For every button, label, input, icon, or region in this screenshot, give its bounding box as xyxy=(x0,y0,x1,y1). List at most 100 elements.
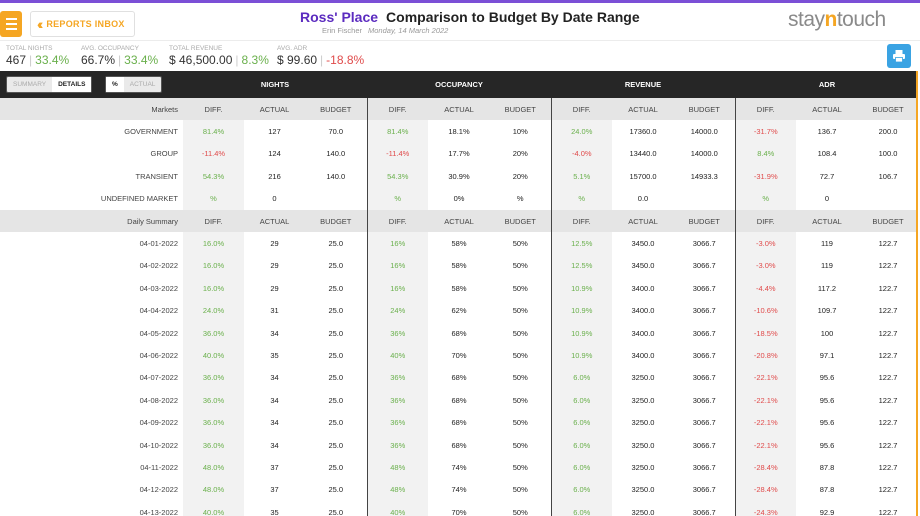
table-cell: 127 xyxy=(268,127,281,137)
table-cell: 29 xyxy=(270,283,279,293)
table-cell: -20.8% xyxy=(734,344,796,367)
table-cell: 25.0 xyxy=(328,418,344,428)
column-header[interactable]: ACTUAL xyxy=(612,98,674,121)
table-row: 04-11-2022 48.0% 37 25.0 48% 74% 50% 6.0% 3250.0… xyxy=(0,456,916,479)
table-cell: -28.4% xyxy=(734,478,796,502)
table-cell: 3250.0 xyxy=(631,395,655,405)
table-cell: 3066.7 xyxy=(692,418,716,428)
column-header[interactable]: DIFF. xyxy=(366,98,428,121)
table-cell: 10.9% xyxy=(550,299,612,322)
column-header[interactable]: BUDGET xyxy=(858,209,916,233)
table-cell: 24.0% xyxy=(550,120,612,143)
table-cell: -3.0% xyxy=(734,254,796,278)
row-label: 04-13-2022 xyxy=(139,507,178,516)
table-cell: 8.4% xyxy=(734,142,796,166)
table-cell: 40.0% xyxy=(183,344,244,367)
column-header[interactable]: BUDGET xyxy=(305,98,367,121)
group-adr: ADR xyxy=(818,80,836,89)
table-row: GOVERNMENT 81.4% 127 70.0 81.4% 18.1% 10% 24.0%… xyxy=(0,120,916,143)
table-cell: 50% xyxy=(512,395,528,405)
column-header[interactable]: DIFF. xyxy=(183,209,244,233)
column-header[interactable]: BUDGET xyxy=(490,209,551,233)
column-header[interactable]: ACTUAL xyxy=(796,98,858,121)
table-cell: 122.7 xyxy=(878,350,898,360)
table-row: 04-03-2022 16.0% 29 25.0 16% 58% 50% 10.9% 3400.… xyxy=(0,277,916,300)
row-label: 04-02-2022 xyxy=(139,261,178,271)
table-cell: 16.0% xyxy=(183,232,244,255)
table-cell: 25.0 xyxy=(328,395,344,405)
table-cell: 3066.7 xyxy=(692,239,716,249)
table-cell: 50% xyxy=(512,350,528,360)
percent-toggle[interactable]: % xyxy=(106,77,124,92)
table-cell: 3250.0 xyxy=(631,462,655,472)
table-cell: 108.4 xyxy=(817,149,837,159)
column-header[interactable]: ACTUAL xyxy=(428,209,490,233)
table-cell: 122.7 xyxy=(878,373,898,383)
row-label: 04-01-2022 xyxy=(139,239,178,249)
summary-toggle[interactable]: SUMMARY xyxy=(13,81,47,88)
table-cell: 3066.7 xyxy=(692,462,716,472)
table-cell: 0.0 xyxy=(637,194,649,204)
table-cell: 34 xyxy=(270,395,279,405)
report-table: Markets DIFF. ACTUAL BUDGET DIFF. ACTUAL BUDGE… xyxy=(0,98,916,516)
hamburger-icon-bar xyxy=(5,28,17,30)
grid-group-header: SUMMARY DETAILS % ACTUAL NIGHTS OCCUPANC… xyxy=(0,71,916,98)
table-cell: 50% xyxy=(512,261,528,271)
column-header[interactable]: DIFF. xyxy=(550,98,612,121)
column-header[interactable]: DIFF. xyxy=(734,209,796,233)
table-cell: 25.0 xyxy=(328,328,344,338)
table-cell: 3250.0 xyxy=(631,418,655,428)
table-cell: 74% xyxy=(451,485,467,495)
reports-inbox-button[interactable]: ‹‹ REPORTS INBOX xyxy=(30,11,135,37)
table-cell: 25.0 xyxy=(328,507,344,516)
app-header: ‹‹ REPORTS INBOX Ross' Place Comparison t… xyxy=(0,3,920,41)
column-header[interactable]: ACTUAL xyxy=(244,209,305,233)
table-row: 04-08-2022 36.0% 34 25.0 36% 68% 50% 6.0% 3250.0… xyxy=(0,389,916,412)
print-button[interactable] xyxy=(887,44,911,68)
group-revenue: REVENUE xyxy=(624,80,662,89)
table-cell: 6.0% xyxy=(550,456,612,479)
table-cell: 40% xyxy=(366,344,428,367)
table-cell: 122.7 xyxy=(878,462,898,472)
table-row: 04-07-2022 36.0% 34 25.0 36% 68% 50% 6.0% 3250.0… xyxy=(0,366,916,390)
table-cell: 3250.0 xyxy=(631,440,655,450)
column-header[interactable]: DIFF. xyxy=(183,98,244,121)
table-cell: 3066.7 xyxy=(692,283,716,293)
menu-button[interactable] xyxy=(0,11,22,37)
column-header[interactable]: ACTUAL xyxy=(612,209,674,233)
table-cell: 3066.7 xyxy=(692,328,716,338)
table-cell: 17360.0 xyxy=(629,127,657,137)
column-header[interactable]: BUDGET xyxy=(490,98,551,121)
column-header[interactable]: DIFF. xyxy=(366,209,428,233)
table-cell: 13440.0 xyxy=(629,149,657,159)
column-header[interactable]: BUDGET xyxy=(674,98,735,121)
daily-section-title: Daily Summary xyxy=(0,209,183,233)
table-cell: 50% xyxy=(512,283,528,293)
table-cell: 122.7 xyxy=(878,418,898,428)
column-header[interactable]: BUDGET xyxy=(674,209,735,233)
column-header[interactable]: DIFF. xyxy=(734,98,796,121)
stayntouch-logo: stayntouch xyxy=(788,8,886,31)
table-cell: 36.0% xyxy=(183,433,244,457)
table-cell: 14000.0 xyxy=(690,127,718,137)
table-cell: 3066.7 xyxy=(692,350,716,360)
column-header[interactable]: ACTUAL xyxy=(428,98,490,121)
column-header[interactable]: BUDGET xyxy=(305,209,367,233)
column-header[interactable]: ACTUAL xyxy=(796,209,858,233)
table-cell: 36% xyxy=(366,366,428,390)
actual-toggle[interactable]: ACTUAL xyxy=(129,81,156,88)
table-cell: -22.1% xyxy=(734,411,796,434)
column-header[interactable]: ACTUAL xyxy=(244,98,305,121)
table-cell: 10% xyxy=(512,127,528,137)
table-cell: 216 xyxy=(268,171,281,181)
table-cell: 58% xyxy=(451,283,467,293)
table-cell: 3450.0 xyxy=(631,239,655,249)
column-header[interactable]: BUDGET xyxy=(858,98,916,121)
table-cell: 119 xyxy=(821,239,833,249)
row-label: 04-10-2022 xyxy=(139,440,178,450)
table-cell: 68% xyxy=(451,440,467,450)
column-header[interactable]: DIFF. xyxy=(550,209,612,233)
details-toggle[interactable]: DETAILS xyxy=(52,77,92,92)
row-label: 04-06-2022 xyxy=(139,350,178,360)
table-cell: 140.0 xyxy=(326,171,346,181)
